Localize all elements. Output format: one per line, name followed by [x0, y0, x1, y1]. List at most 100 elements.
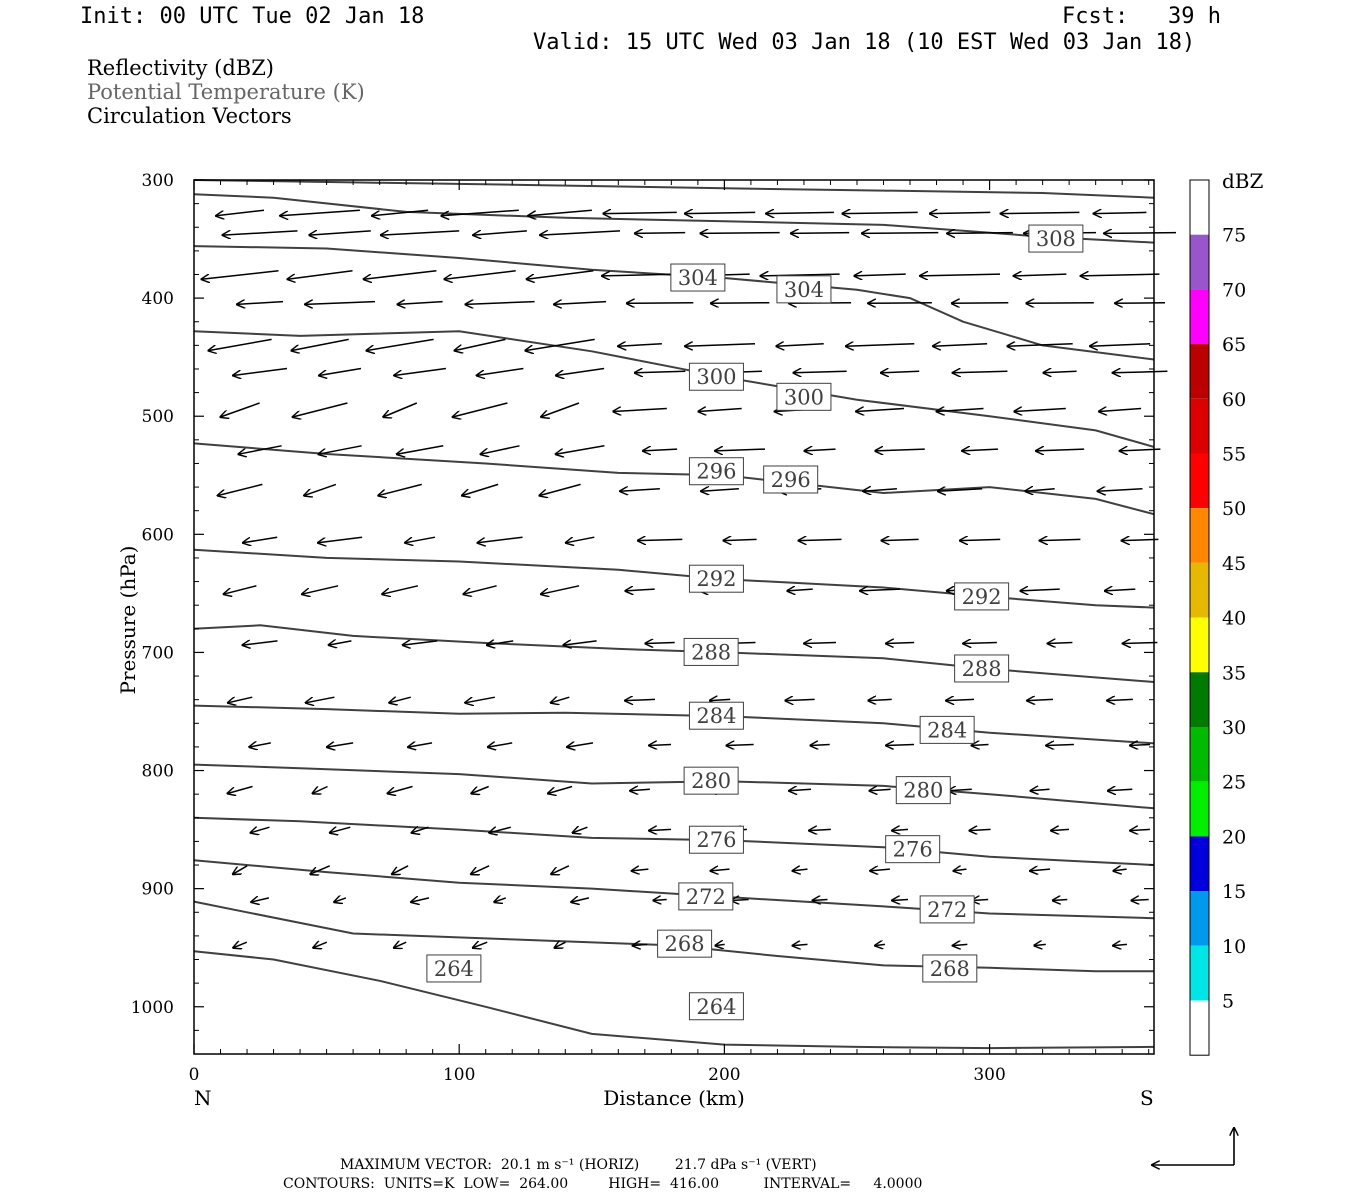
circulation-vector: [563, 641, 597, 645]
circulation-vector: [856, 409, 905, 412]
circulation-vector: [868, 303, 932, 304]
contour-label-box: [688, 362, 744, 391]
contour-label-box: [922, 954, 978, 983]
circulation-vector: [540, 230, 621, 235]
contour-line: [193, 950, 1155, 1050]
circulation-vector: [329, 641, 352, 645]
circulation-vector: [685, 344, 756, 346]
forecast-hour: Fcst: 39 h: [1062, 4, 1221, 29]
x-tick-label: 300: [973, 1065, 1005, 1085]
circulation-vector: [886, 643, 915, 644]
circulation-vector: [1048, 643, 1073, 644]
circulation-vector: [791, 233, 850, 234]
circulation-vector: [953, 371, 1008, 373]
circulation-vector: [938, 489, 983, 491]
y-tick-label: 400: [142, 289, 174, 309]
y-tick-label: 800: [142, 762, 174, 782]
contour-label: 304: [784, 278, 824, 302]
reference-vector-icon: [1152, 1128, 1234, 1165]
circulation-vector: [405, 536, 436, 543]
circulation-vector: [539, 483, 581, 495]
circulation-vector: [805, 449, 836, 451]
circulation-vector: [793, 869, 808, 871]
colorbar-label: 60: [1222, 389, 1246, 411]
contour-label-box: [919, 895, 975, 924]
contour-line: [193, 859, 1155, 920]
contour-label: 272: [686, 885, 726, 909]
circulation-vector: [813, 900, 828, 901]
circulation-vector: [541, 402, 580, 417]
circulation-vector: [625, 699, 656, 700]
contour-info-note: CONTOURS: UNITS=K LOW= 264.00 HIGH= 416.…: [283, 1176, 923, 1192]
circulation-vector: [477, 367, 524, 376]
circulation-vector: [463, 585, 497, 594]
circulation-vector: [1031, 789, 1050, 791]
circulation-vector: [525, 338, 595, 350]
circulation-vector: [799, 539, 842, 540]
legend-reflectivity: Reflectivity (dBZ): [87, 56, 275, 80]
contour-label-box: [954, 582, 1010, 611]
x-tick-label: 100: [443, 1065, 475, 1085]
circulation-vector: [952, 303, 1009, 304]
colorbar-swatch: [1190, 398, 1209, 454]
circulation-vector: [1025, 489, 1055, 491]
circulation-vector: [789, 789, 812, 791]
circulation-vector: [462, 483, 499, 495]
circulation-vector: [251, 827, 270, 833]
circulation-vector: [1113, 944, 1128, 945]
circulation-vector: [293, 402, 348, 417]
north-label: N: [194, 1086, 212, 1110]
circulation-vector: [1034, 944, 1046, 945]
circulation-vector: [567, 743, 594, 747]
valid-time: Valid: 15 UTC Wed 03 Jan 18 (10 EST Wed …: [533, 30, 1196, 55]
circulation-vector: [441, 209, 519, 216]
colorbar-swatch: [1190, 453, 1209, 509]
colorbar-swatch: [1190, 836, 1209, 892]
colorbar: 75 70 65 60 55 50 45 40 35 30 25 20 15 10 5: [1189, 179, 1246, 1056]
circulation-vector: [548, 785, 573, 794]
circulation-vector: [573, 827, 588, 833]
circulation-vector: [1099, 409, 1142, 412]
circulation-vector: [330, 827, 351, 833]
circulation-vector: [776, 344, 824, 346]
contour-label: 276: [696, 828, 736, 852]
contour-label-box: [776, 382, 832, 411]
circulation-vector: [383, 402, 418, 417]
contour-label-box: [688, 825, 744, 854]
plot-frame: [193, 179, 1155, 1055]
circulation-vector: [488, 743, 513, 747]
circulation-vector: [481, 445, 520, 454]
contour-label-box: [895, 776, 951, 805]
circulation-vector: [1051, 829, 1070, 830]
circulation-vector: [403, 641, 438, 645]
circulation-vector: [1131, 900, 1149, 901]
contour-line: [193, 548, 1155, 609]
circulation-vector: [372, 209, 429, 216]
colorbar-label: 5: [1222, 991, 1234, 1013]
circulation-vector: [233, 367, 288, 376]
contour-label-box: [954, 654, 1010, 683]
circulation-vector: [892, 829, 909, 830]
circulation-vector: [1001, 212, 1080, 213]
contour-label: 268: [665, 932, 705, 956]
circulation-vector: [551, 865, 570, 874]
circulation-vector: [489, 827, 511, 833]
y-tick-label: 900: [142, 880, 174, 900]
circulation-vector: [711, 869, 730, 871]
circulation-vector: [571, 898, 590, 902]
contour-label: 264: [434, 957, 474, 981]
circulation-vector: [411, 898, 430, 902]
contour-label: 272: [927, 898, 967, 922]
y-tick-label: 700: [142, 643, 174, 663]
contour-label-box: [426, 954, 482, 983]
colorbar-swatch: [1190, 672, 1209, 727]
circulation-vector: [1007, 344, 1073, 346]
circulation-vector: [700, 233, 780, 234]
circulation-vector: [202, 270, 279, 279]
circulation-vector: [804, 643, 837, 644]
colorbar-label: 45: [1222, 553, 1246, 575]
circulation-vector: [233, 942, 248, 948]
contour-label-box: [670, 263, 726, 292]
circulation-vector: [653, 900, 667, 901]
circulation-vector: [701, 489, 739, 491]
